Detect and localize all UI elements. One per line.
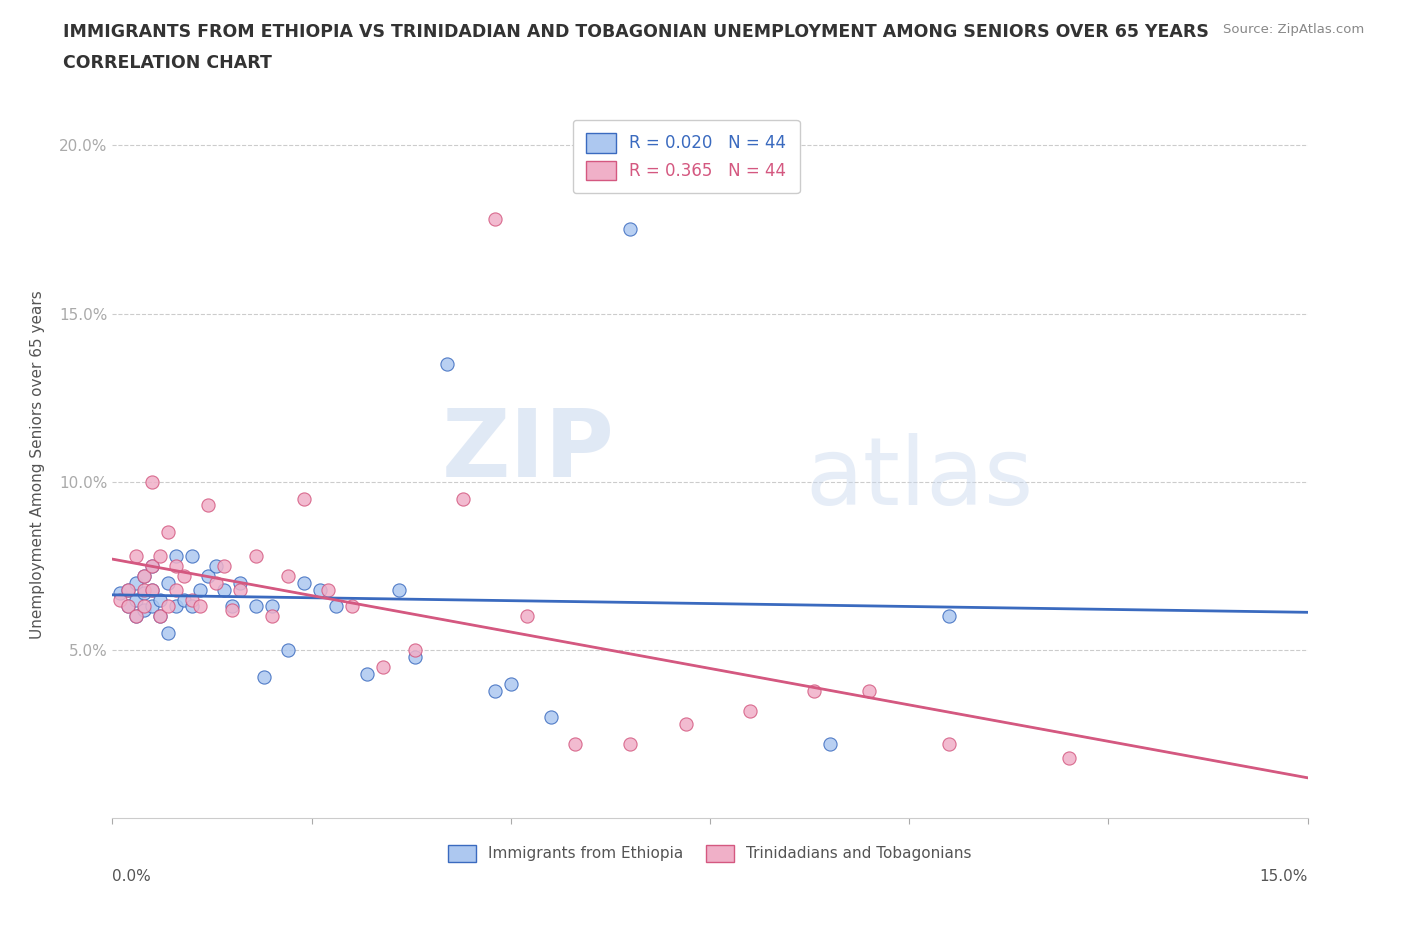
Point (373, 659, 395, 674)
Point (292, 576, 315, 591)
Point (277, 643, 299, 658)
Point (451, 491, 474, 506)
Text: Source: ZipAtlas.com: Source: ZipAtlas.com (1223, 23, 1364, 36)
Point (141, 559, 163, 574)
Point (125, 592, 148, 607)
Point (197, 498, 219, 512)
Point (165, 549, 187, 564)
Point (221, 599, 243, 614)
Point (117, 582, 139, 597)
Point (141, 559, 163, 574)
Point (141, 582, 163, 597)
Point (157, 599, 180, 614)
Point (165, 599, 187, 614)
Point (157, 626, 180, 641)
Point (134, 568, 156, 583)
Point (516, 609, 538, 624)
Point (134, 599, 156, 614)
Point (212, 582, 235, 597)
Text: CORRELATION CHART: CORRELATION CHART (63, 54, 273, 72)
Point (125, 576, 148, 591)
Point (325, 599, 347, 614)
Point (188, 599, 211, 614)
Point (540, 710, 562, 724)
Point (245, 599, 267, 614)
Point (181, 599, 204, 614)
Point (173, 568, 195, 583)
Point (157, 576, 180, 591)
Point (197, 568, 219, 583)
Point (356, 666, 378, 681)
Point (149, 549, 172, 564)
Point (938, 609, 960, 624)
Point (110, 592, 132, 607)
Point (188, 582, 211, 597)
Point (125, 609, 148, 624)
Y-axis label: Unemployment Among Seniors over 65 years: Unemployment Among Seniors over 65 years (31, 291, 45, 640)
Point (316, 582, 339, 597)
Point (292, 491, 315, 506)
Point (340, 599, 363, 614)
Point (484, 212, 506, 227)
Point (117, 599, 139, 614)
Point (404, 643, 426, 658)
Point (134, 582, 156, 597)
Text: IMMIGRANTS FROM ETHIOPIA VS TRINIDADIAN AND TOBAGONIAN UNEMPLOYMENT AMONG SENIOR: IMMIGRANTS FROM ETHIOPIA VS TRINIDADIAN … (63, 23, 1209, 41)
Point (141, 599, 163, 614)
Point (125, 549, 148, 564)
Point (110, 586, 132, 601)
Point (253, 670, 276, 684)
Point (181, 592, 204, 607)
Point (858, 683, 880, 698)
Point (173, 592, 195, 607)
Point (221, 603, 243, 618)
Point (277, 568, 299, 583)
Point (260, 609, 283, 624)
Point (229, 576, 252, 591)
Text: ZIP: ZIP (441, 405, 614, 497)
Point (149, 609, 172, 624)
Point (165, 582, 187, 597)
Point (117, 599, 139, 614)
Point (149, 592, 172, 607)
Point (125, 609, 148, 624)
Point (205, 559, 228, 574)
Point (117, 582, 139, 597)
Point (181, 549, 204, 564)
Point (205, 576, 228, 591)
Point (212, 559, 235, 574)
Text: atlas: atlas (806, 433, 1033, 525)
Point (803, 683, 825, 698)
Point (149, 609, 172, 624)
Legend: Immigrants from Ethiopia, Trinidadians and Tobagonians: Immigrants from Ethiopia, Trinidadians a… (436, 832, 984, 874)
Point (134, 568, 156, 583)
Point (141, 582, 163, 597)
Point (157, 525, 180, 539)
Point (134, 603, 156, 618)
Point (675, 717, 697, 732)
Point (245, 549, 267, 564)
Point (738, 703, 761, 718)
Point (619, 737, 641, 751)
Point (564, 737, 586, 751)
Point (938, 737, 960, 751)
Point (499, 676, 522, 691)
Point (388, 582, 411, 597)
Point (134, 586, 156, 601)
Point (484, 683, 506, 698)
Point (436, 356, 458, 371)
Point (818, 737, 841, 751)
Point (404, 649, 426, 664)
Point (260, 599, 283, 614)
Point (619, 222, 641, 237)
Point (165, 559, 187, 574)
Point (1057, 751, 1080, 765)
Text: 15.0%: 15.0% (1260, 869, 1308, 883)
Text: 0.0%: 0.0% (112, 869, 152, 883)
Point (229, 582, 252, 597)
Point (141, 474, 163, 489)
Point (308, 582, 330, 597)
